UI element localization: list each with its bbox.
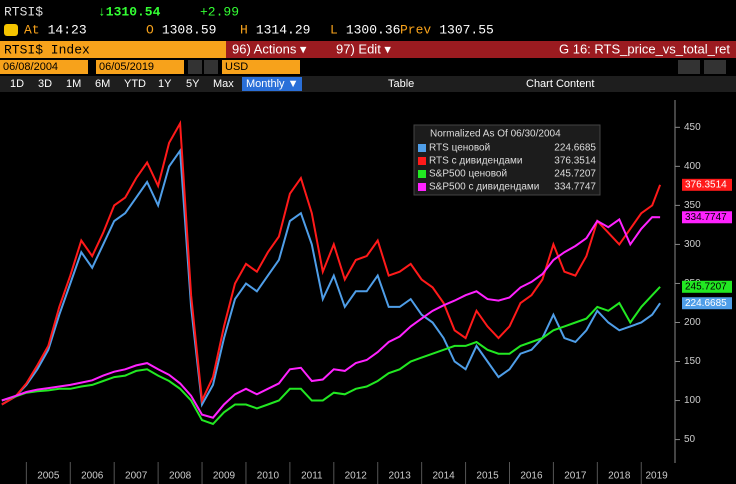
price: ↓1310.54 — [98, 4, 161, 19]
series-line — [1, 216, 661, 419]
ticker: RTSI$ — [4, 4, 43, 19]
x-tick-label: 2019 — [646, 471, 669, 482]
legend-value: 334.7747 — [554, 182, 596, 193]
quote-label: L — [330, 22, 338, 37]
legend-swatch — [418, 144, 426, 152]
series-line — [1, 286, 661, 426]
graph-name: G 16: RTS_price_vs_total_ret — [559, 41, 730, 56]
last-value-tag — [682, 178, 732, 191]
last-value-tag — [682, 297, 732, 310]
start-date: 06/08/2004 — [3, 61, 58, 73]
security-box[interactable] — [0, 41, 226, 58]
currency-box[interactable] — [222, 60, 300, 74]
last-value: 224.6685 — [685, 298, 727, 309]
series-line — [1, 147, 661, 408]
undo-button[interactable] — [678, 60, 700, 74]
start-date-box[interactable] — [0, 60, 88, 74]
last-value-tag — [682, 211, 732, 224]
refresh-button[interactable] — [704, 60, 726, 74]
period-button[interactable]: 6M — [95, 78, 110, 90]
frequency: Monthly ▼ — [246, 78, 298, 90]
info-icon[interactable] — [4, 24, 18, 36]
period-button[interactable]: 5Y — [186, 78, 200, 90]
x-tick-label: 2006 — [81, 471, 104, 482]
next-button[interactable] — [204, 60, 218, 74]
legend-box — [413, 124, 601, 196]
prev-button[interactable] — [188, 60, 202, 74]
legend-swatch — [418, 170, 426, 178]
frequency-box[interactable] — [242, 77, 302, 91]
table-button[interactable]: Table — [388, 78, 414, 90]
quote-value: 1300.36 — [346, 22, 401, 37]
x-tick-label: 2011 — [301, 471, 323, 482]
legend-title: Normalized As Of 06/30/2004 — [430, 129, 561, 140]
period-bar — [0, 76, 736, 92]
y-tick-label: 200 — [684, 317, 701, 328]
period-button[interactable]: 1M — [66, 78, 81, 90]
end-date-box[interactable] — [96, 60, 184, 74]
x-tick-label: 2010 — [257, 471, 280, 482]
legend-label: RTS ценовой — [429, 143, 490, 154]
chart-content-button[interactable]: Chart Content — [526, 78, 594, 90]
legend-label: RTS с дивидендами — [429, 156, 522, 167]
change: +2.99 — [200, 4, 239, 19]
legend-swatch — [418, 183, 426, 191]
x-tick-label: 2013 — [389, 471, 412, 482]
quote-label: O — [146, 22, 154, 37]
y-tick-label: 50 — [684, 434, 696, 445]
x-tick-label: 2017 — [564, 471, 587, 482]
period-button[interactable]: Max — [213, 78, 234, 90]
legend-value: 376.3514 — [554, 156, 596, 167]
x-tick-label: 2012 — [345, 471, 368, 482]
last-value: 245.7207 — [685, 281, 727, 292]
last-value: 334.7747 — [685, 212, 727, 223]
y-tick-label: 400 — [684, 161, 701, 172]
legend-value: 224.6685 — [554, 143, 596, 154]
last-value: 376.3514 — [685, 179, 727, 190]
quote-value: 14:23 — [48, 22, 87, 37]
x-tick-label: 2018 — [608, 471, 631, 482]
quote: At 14:23 O 1308.59 H 1314.29 L 1300.36 Prev 1307.… — [24, 22, 494, 37]
period-button[interactable]: YTD — [124, 78, 146, 90]
y-tick-label: 350 — [684, 200, 701, 211]
chart: 5010015020025030035040045020052006200720… — [1, 100, 732, 484]
x-tick-label: 2008 — [169, 471, 192, 482]
y-tick-label: 100 — [684, 395, 701, 406]
periods: 1D 3D 1M 6M YTD 1Y 5Y Max — [10, 78, 234, 90]
period-button[interactable]: 1Y — [158, 78, 172, 90]
legend-label: S&P500 ценовой — [429, 169, 507, 180]
quote-value: 1314.29 — [256, 22, 311, 37]
quote-value: 1308.59 — [162, 22, 217, 37]
quote-label: At — [24, 22, 40, 37]
legend-value: 245.7207 — [554, 169, 596, 180]
last-value-tag — [682, 280, 732, 293]
x-tick-label: 2015 — [476, 471, 499, 482]
series-line — [1, 119, 662, 406]
legend-swatch — [418, 157, 426, 165]
currency: USD — [225, 61, 248, 73]
x-tick-label: 2005 — [37, 471, 60, 482]
security: RTSI$ Index — [4, 42, 90, 57]
x-tick-label: 2009 — [213, 471, 236, 482]
legend-label: S&P500 с дивидендами — [429, 182, 539, 193]
period-button[interactable]: 1D — [10, 78, 24, 90]
actions-menu[interactable]: 96) Actions ▾ — [232, 41, 307, 56]
quote-label: Prev — [400, 22, 431, 37]
end-date: 06/05/2019 — [99, 61, 154, 73]
x-tick-label: 2007 — [125, 471, 148, 482]
x-tick-label: 2014 — [432, 471, 455, 482]
edit-menu[interactable]: 97) Edit ▾ — [336, 41, 391, 56]
y-tick-label: 450 — [684, 122, 701, 133]
quote-value: 1307.55 — [439, 22, 494, 37]
y-tick-label: 300 — [684, 239, 701, 250]
quote-label: H — [240, 22, 248, 37]
period-button[interactable]: 3D — [38, 78, 52, 90]
y-tick-label: 150 — [684, 356, 701, 367]
x-tick-label: 2016 — [520, 471, 543, 482]
